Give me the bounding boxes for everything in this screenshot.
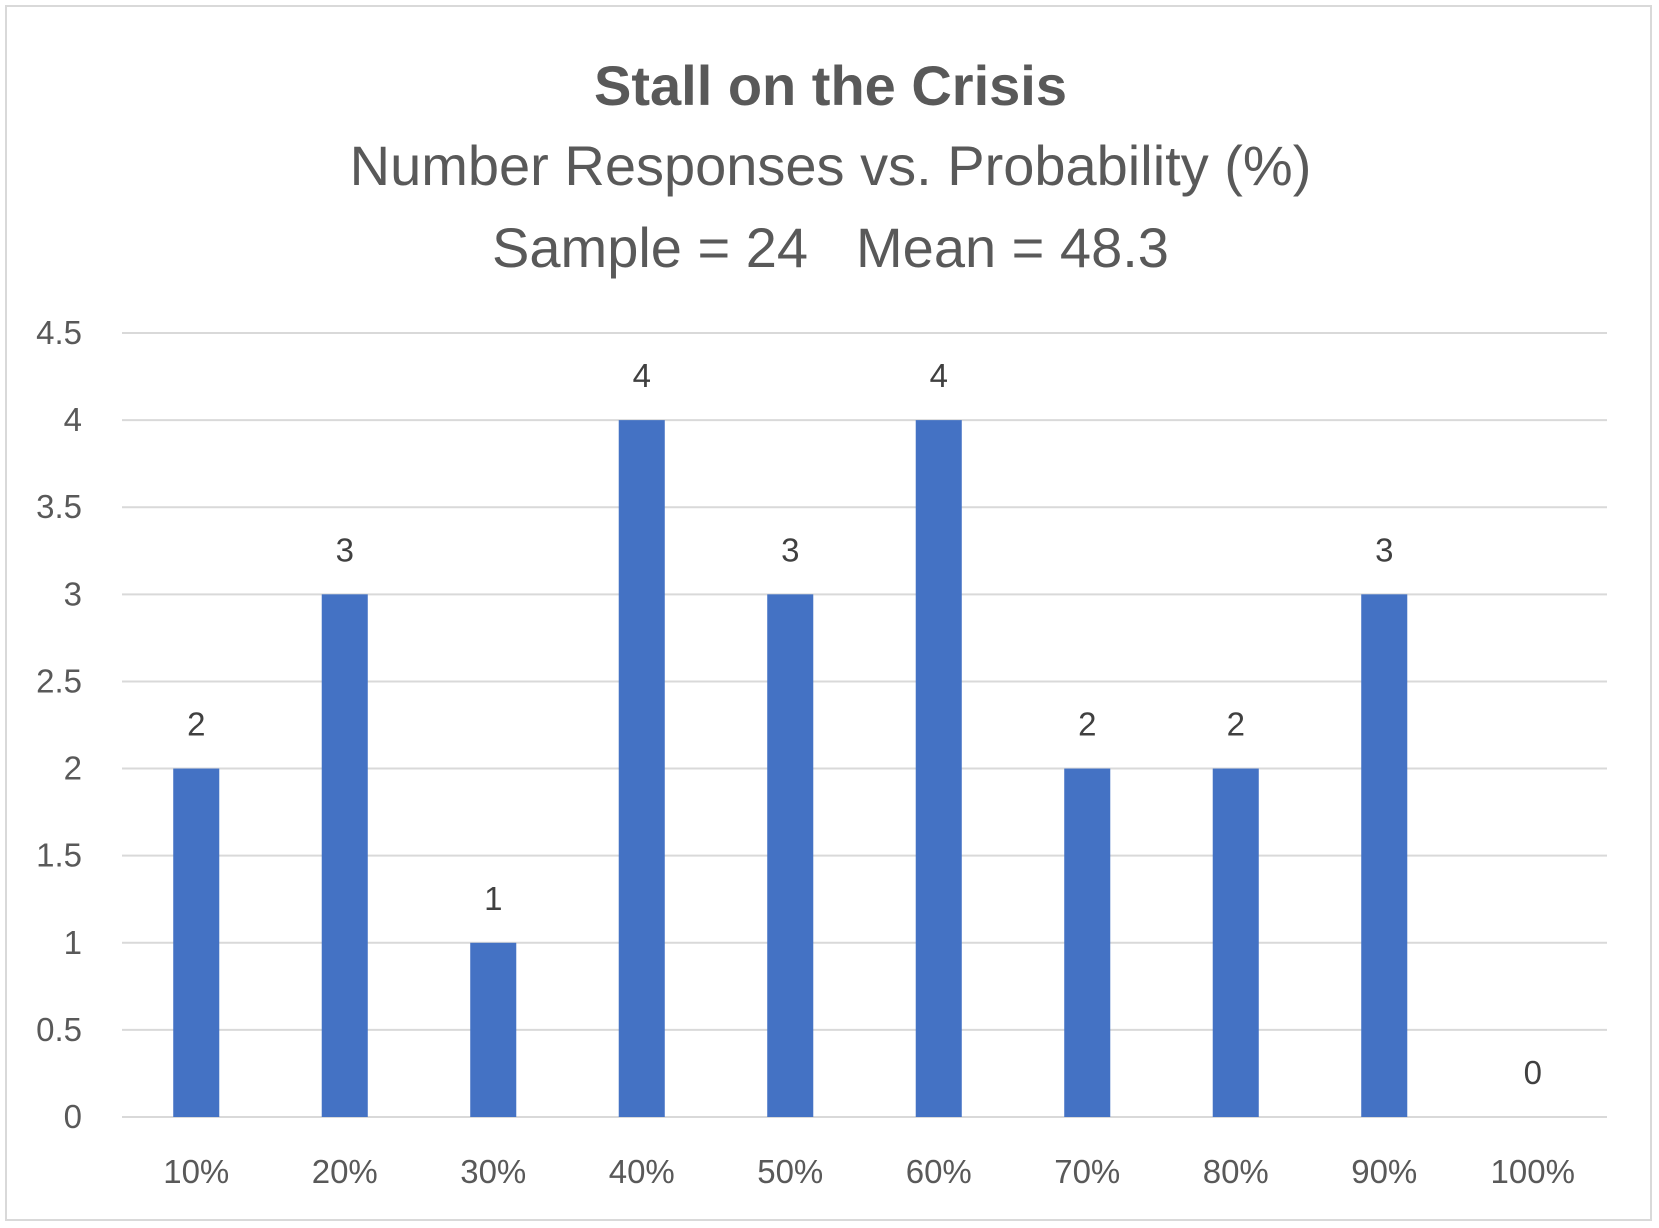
- chart-subtitle: Number Responses vs. Probability (%): [349, 134, 1312, 197]
- y-tick-label: 2: [64, 750, 82, 787]
- bar-50%: [767, 594, 814, 1117]
- y-tick-label: 1.5: [36, 837, 82, 874]
- chart-stats-line: Sample = 24 Mean = 48.3: [7, 207, 1654, 289]
- bar-10%: [173, 768, 220, 1117]
- bar-20%: [321, 594, 368, 1117]
- data-label-60%: 4: [930, 357, 948, 394]
- bar-60%: [915, 420, 962, 1118]
- gridlines: [122, 332, 1607, 1118]
- data-label-80%: 2: [1227, 706, 1245, 743]
- x-tick-label: 100%: [1491, 1153, 1575, 1190]
- chart-title-block: Stall on the Crisis Number Responses vs.…: [7, 47, 1654, 289]
- bar-90%: [1361, 594, 1408, 1117]
- y-tick-label: 3: [64, 575, 82, 612]
- x-axis-tick-labels: 10% 20% 30% 40% 50% 60% 70% 80% 90% 100%: [163, 1153, 1575, 1190]
- chart-title: Stall on the Crisis: [594, 54, 1067, 117]
- data-label-40%: 4: [633, 357, 651, 394]
- y-tick-label: 4.5: [36, 314, 82, 351]
- bar-40%: [618, 420, 665, 1118]
- x-tick-label: 10%: [163, 1153, 229, 1190]
- y-tick-label: 0: [64, 1098, 82, 1135]
- data-labels: 2 3 1 4 3 4 2 2 3 0: [187, 357, 1542, 1091]
- y-axis-tick-labels: 0 0.5 1 1.5 2 2.5 3 3.5 4 4.5: [36, 314, 82, 1135]
- x-tick-label: 80%: [1203, 1153, 1269, 1190]
- data-label-70%: 2: [1078, 706, 1096, 743]
- data-label-30%: 1: [484, 880, 502, 917]
- y-tick-label: 1: [64, 924, 82, 961]
- bar-80%: [1212, 768, 1259, 1117]
- data-label-100%: 0: [1524, 1054, 1542, 1091]
- data-label-20%: 3: [336, 531, 354, 568]
- bars: [173, 420, 1408, 1118]
- y-tick-label: 4: [64, 401, 82, 438]
- x-tick-label: 40%: [609, 1153, 675, 1190]
- x-tick-label: 20%: [312, 1153, 378, 1190]
- data-label-90%: 3: [1375, 531, 1393, 568]
- bar-30%: [470, 942, 517, 1117]
- x-tick-label: 70%: [1054, 1153, 1120, 1190]
- bar-70%: [1064, 768, 1111, 1117]
- x-tick-label: 30%: [460, 1153, 526, 1190]
- x-tick-label: 60%: [906, 1153, 972, 1190]
- x-tick-label: 50%: [757, 1153, 823, 1190]
- y-tick-label: 3.5: [36, 488, 82, 525]
- data-label-50%: 3: [781, 531, 799, 568]
- x-tick-label: 90%: [1351, 1153, 1417, 1190]
- y-tick-label: 0.5: [36, 1011, 82, 1048]
- sample-size-label: Sample = 24: [492, 216, 809, 279]
- y-tick-label: 2.5: [36, 662, 82, 699]
- mean-label: Mean = 48.3: [856, 216, 1169, 279]
- data-label-10%: 2: [187, 706, 205, 743]
